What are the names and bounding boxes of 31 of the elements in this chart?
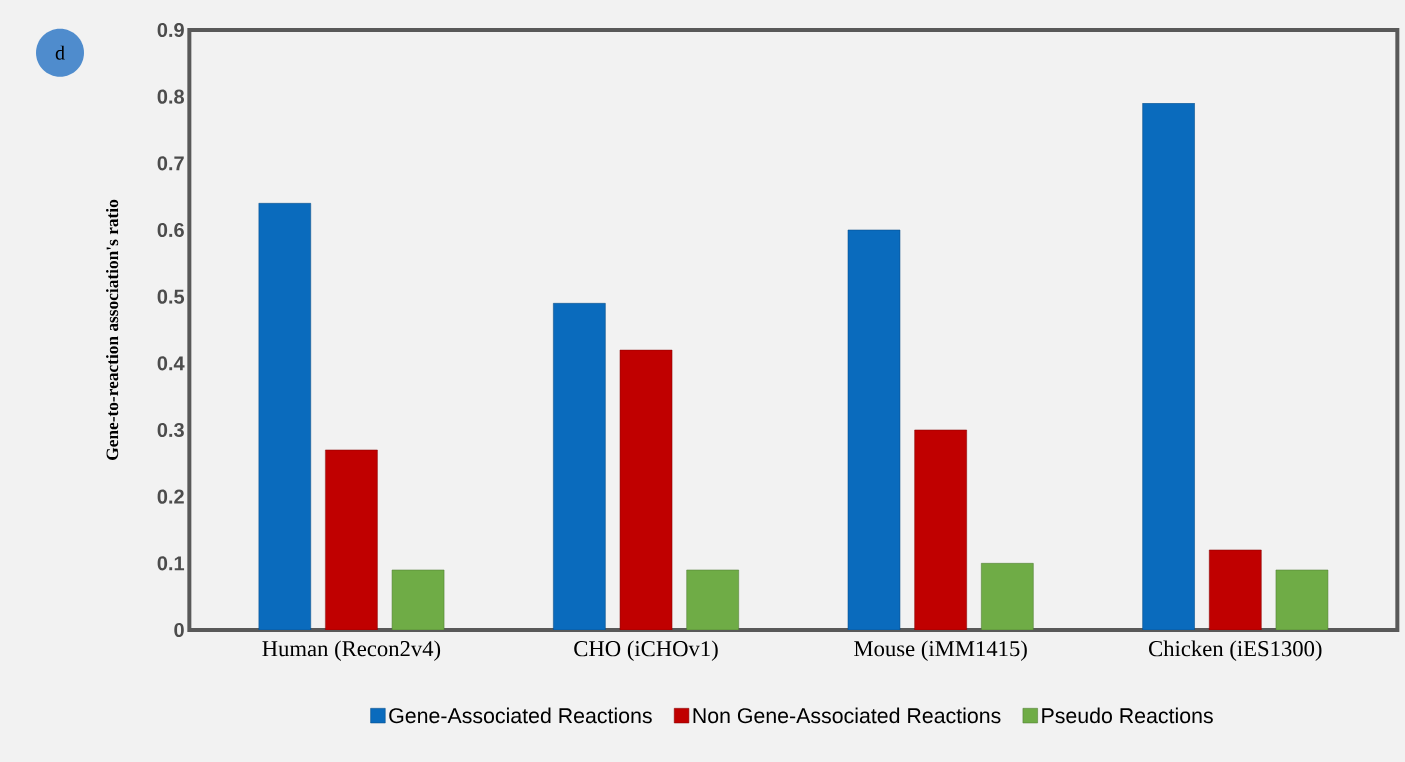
legend-label: Non Gene-Associated Reactions — [693, 707, 1001, 724]
x-tick-label: Human (Recon2v4) — [262, 640, 441, 661]
y-tick-label: 0.6 — [157, 222, 184, 238]
x-tick-label: Mouse (iMM1415) — [854, 640, 1027, 661]
y-tick-label: 0.4 — [157, 356, 185, 371]
bar — [981, 563, 1034, 630]
bar — [1209, 549, 1262, 630]
bar — [258, 203, 311, 630]
bar — [847, 229, 901, 630]
bar — [1275, 569, 1329, 630]
y-tick-label: 0 — [174, 622, 184, 638]
y-tick-label: 0.7 — [157, 156, 184, 171]
bar — [686, 569, 739, 630]
y-tick-label: 0.2 — [157, 489, 184, 504]
y-axis-title: Gene-to-reaction association's ratio — [106, 199, 119, 460]
y-tick-label: 0.3 — [157, 422, 184, 438]
bar — [325, 449, 378, 630]
legend-label: Pseudo Reactions — [1042, 707, 1213, 724]
bar — [619, 349, 673, 630]
legend-label: Gene-Associated Reactions — [389, 707, 652, 724]
y-tick-label: 0.5 — [157, 289, 185, 304]
y-tick-label: 0.1 — [157, 556, 185, 571]
y-tick-label: 0.8 — [157, 89, 185, 104]
bar — [553, 303, 606, 630]
bar — [391, 569, 445, 630]
bar — [914, 429, 967, 630]
y-tick-label: 0.9 — [157, 22, 184, 38]
text: d — [55, 45, 65, 60]
x-tick-label: Chicken (iES1300) — [1149, 640, 1322, 661]
x-tick-label: CHO (iCHOv1) — [574, 640, 718, 661]
bar — [1142, 103, 1195, 630]
